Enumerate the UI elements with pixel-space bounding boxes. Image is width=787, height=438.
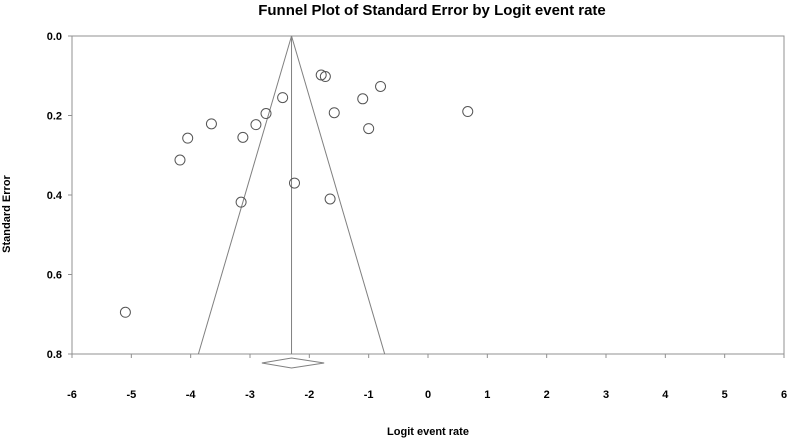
study-point — [235, 196, 247, 208]
study-point — [324, 193, 336, 205]
study-point — [260, 108, 272, 120]
study-point — [289, 177, 300, 189]
study-point — [237, 131, 249, 143]
x-tick-label: 0 — [425, 389, 431, 401]
summary-diamond — [261, 357, 325, 369]
study-point — [182, 132, 194, 144]
y-axis-label: Standard Error — [1, 174, 13, 252]
x-tick-label: 2 — [544, 389, 550, 401]
chart-title: Funnel Plot of Standard Error by Logit e… — [258, 2, 606, 19]
funnel — [197, 35, 386, 355]
study-point — [363, 123, 375, 135]
summary-diamond-group — [261, 357, 325, 369]
study-point — [462, 106, 474, 118]
x-tick-label: -1 — [364, 389, 374, 401]
study-point — [357, 93, 369, 105]
study-point — [174, 154, 186, 166]
y-tick-label: 0.6 — [47, 270, 62, 282]
funnel-left-line — [197, 35, 293, 355]
x-tick-label: -3 — [245, 389, 255, 401]
study-point — [205, 118, 217, 130]
x-axis-label: Logit event rate — [387, 426, 469, 438]
plot-area-border — [71, 35, 785, 355]
x-tick-label: 3 — [603, 389, 609, 401]
x-tick-label: -5 — [126, 389, 136, 401]
study-point — [375, 80, 387, 92]
funnel-right-line — [291, 35, 386, 355]
x-tick-label: 1 — [484, 389, 490, 401]
data-points — [119, 69, 474, 318]
study-point — [328, 107, 340, 119]
y-tick-label: 0.2 — [47, 111, 62, 123]
x-tick-label: -6 — [67, 389, 77, 401]
x-tick-label: -4 — [186, 389, 197, 401]
x-axis: -6 -5 -4 -3 -2 -1 0 1 2 3 4 5 6 — [67, 354, 787, 401]
y-tick-label: 0.0 — [47, 31, 62, 43]
x-tick-label: 5 — [722, 389, 728, 401]
study-point — [119, 306, 131, 318]
x-tick-label: 6 — [781, 389, 787, 401]
study-point — [319, 71, 331, 83]
study-point — [277, 92, 289, 104]
x-tick-label: -2 — [304, 389, 314, 401]
y-tick-label: 0.4 — [47, 190, 63, 202]
study-point — [250, 119, 262, 131]
y-tick-label: 0.8 — [47, 349, 62, 361]
x-tick-label: 4 — [662, 389, 669, 401]
y-axis: 0.0 0.2 0.4 0.6 0.8 — [47, 31, 72, 361]
